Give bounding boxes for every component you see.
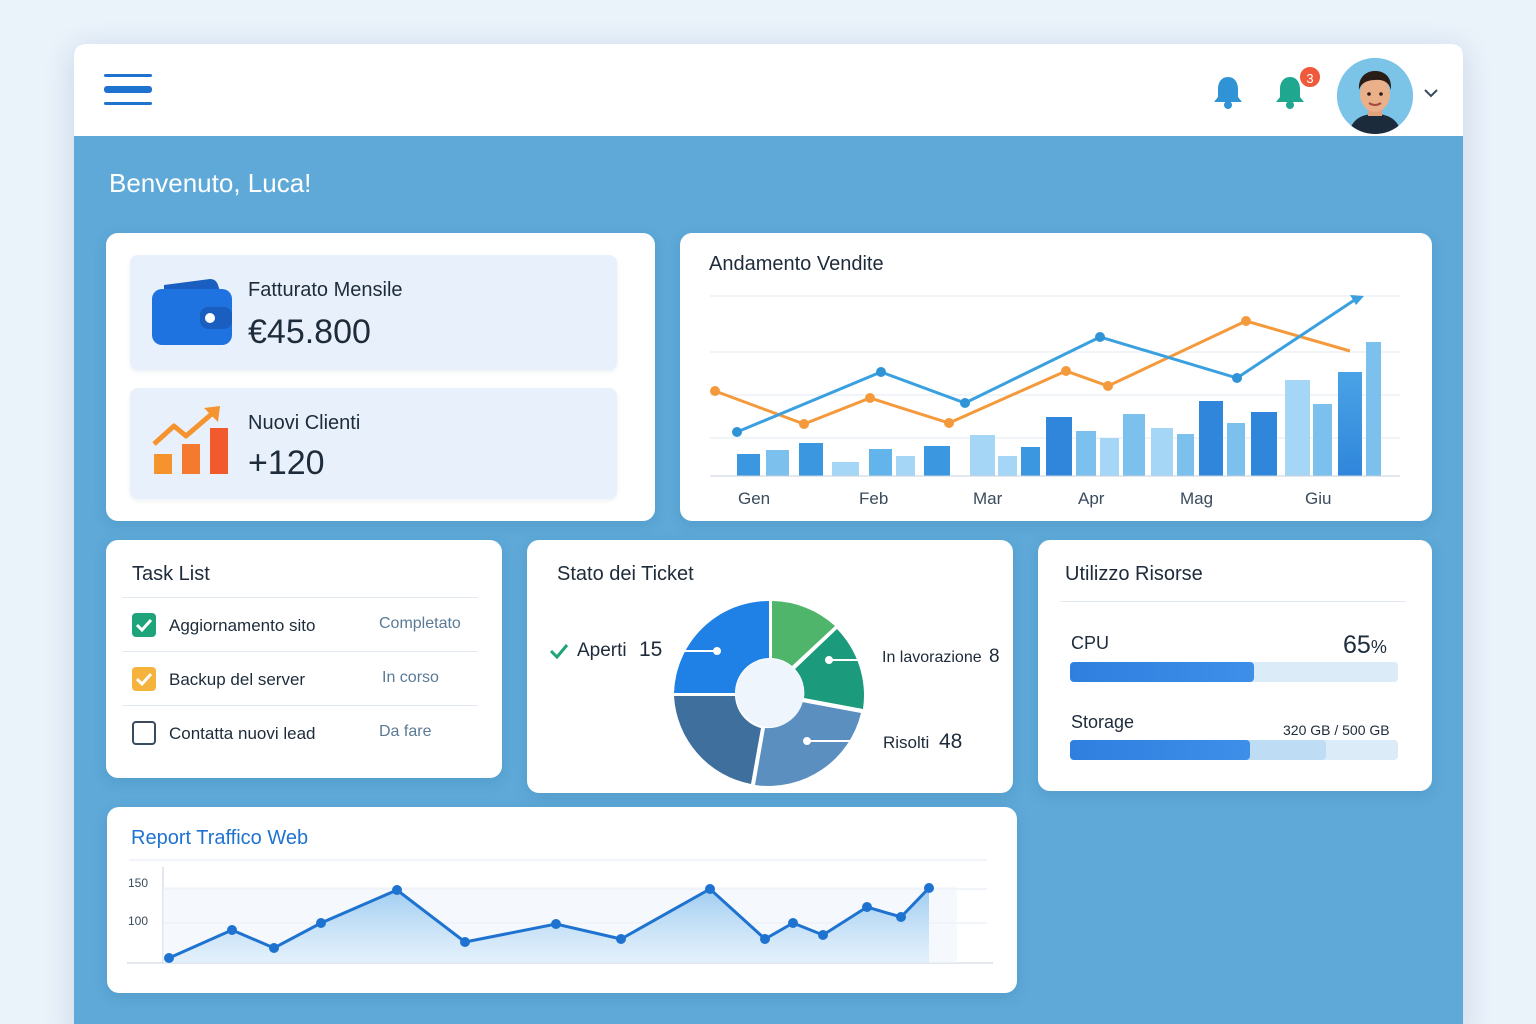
- resources-title: Utilizzo Risorse: [1065, 563, 1203, 585]
- bell-icon[interactable]: [1211, 74, 1245, 110]
- sales-chart: Gen Feb Mar Apr Mag Giu: [710, 295, 1400, 508]
- resources-card: Utilizzo Risorse CPU 65% Storage 320 GB …: [1038, 540, 1432, 791]
- menu-icon[interactable]: [104, 74, 152, 108]
- welcome-heading: Benvenuto, Luca!: [109, 168, 312, 198]
- notifications-bell-icon[interactable]: [1273, 74, 1307, 110]
- cpu-value: 65: [1343, 631, 1371, 659]
- ticket-resolved-value: 48: [939, 730, 962, 753]
- ticket-working-label: In lavorazione: [882, 649, 982, 666]
- task-status: Da fare: [379, 723, 432, 740]
- task-row[interactable]: Backup del server In corso: [122, 651, 478, 705]
- task-list-title: Task List: [132, 563, 210, 585]
- sales-chart-card: Andamento Vendite: [680, 233, 1432, 521]
- traffic-report-card: Report Traffico Web: [107, 807, 1017, 993]
- month-label: Mar: [973, 489, 1003, 508]
- storage-progress-fill: [1070, 740, 1251, 760]
- month-label: Gen: [738, 489, 770, 508]
- kpi-card: Fatturato Mensile €45.800 Nuovi Clienti …: [106, 233, 655, 521]
- ticket-open-value: 15: [639, 638, 662, 661]
- ticket-status-card: Stato dei Ticket Aperti 15 In lavorazion…: [527, 540, 1013, 793]
- sales-line-blue: [736, 297, 1357, 434]
- cpu-progress-fill: [1070, 662, 1254, 682]
- cpu-label: CPU: [1071, 633, 1110, 653]
- task-list-card: Task List Aggiornamento sito Completato …: [106, 540, 502, 778]
- ticket-status-title: Stato dei Ticket: [557, 563, 694, 585]
- cpu-value-group: 65%: [1343, 631, 1387, 660]
- wallet-icon: [152, 279, 232, 345]
- in-progress-checkbox[interactable]: [132, 667, 156, 691]
- storage-value: 320 GB / 500 GB: [1283, 722, 1390, 738]
- ticket-donut-chart: Aperti 15 In lavorazione 8 Risolti 48: [549, 601, 1000, 786]
- month-label: Giu: [1305, 489, 1331, 508]
- sales-bars: [737, 342, 1381, 476]
- task-name: Backup del server: [169, 670, 306, 689]
- chevron-down-icon[interactable]: [1422, 86, 1440, 100]
- check-icon: [549, 644, 569, 660]
- ticket-open-label: Aperti: [577, 640, 627, 661]
- cpu-unit: %: [1370, 637, 1387, 657]
- growth-chart-icon: [152, 406, 228, 474]
- kpi-revenue-label: Fatturato Mensile: [248, 279, 403, 301]
- y-tick-label: 100: [128, 914, 148, 928]
- cpu-progress-bar: [1070, 662, 1398, 682]
- avatar-portrait-icon: [1337, 58, 1413, 134]
- notification-badge: 3: [1298, 65, 1322, 89]
- task-name: Aggiornamento sito: [169, 616, 316, 635]
- kpi-new-clients[interactable]: Nuovi Clienti +120: [130, 388, 617, 499]
- month-label: Apr: [1078, 489, 1105, 508]
- traffic-report-title: Report Traffico Web: [131, 827, 309, 849]
- month-label: Mag: [1180, 489, 1213, 508]
- storage-progress-bar: [1070, 740, 1398, 760]
- divider: [1060, 601, 1406, 602]
- kpi-clients-value: +120: [248, 444, 325, 482]
- top-bar: 3: [74, 44, 1463, 136]
- checked-checkbox[interactable]: [132, 613, 156, 637]
- kpi-clients-label: Nuovi Clienti: [248, 412, 361, 434]
- task-name: Contatta nuovi lead: [169, 724, 316, 743]
- task-status: Completato: [379, 615, 461, 632]
- sales-line-orange: [714, 319, 1351, 426]
- kpi-revenue[interactable]: Fatturato Mensile €45.800: [130, 255, 617, 370]
- month-label: Feb: [859, 489, 888, 508]
- sales-chart-title: Andamento Vendite: [709, 253, 884, 275]
- storage-label: Storage: [1071, 712, 1135, 732]
- ticket-working-value: 8: [989, 646, 1000, 667]
- task-status: In corso: [382, 669, 439, 686]
- ticket-resolved-label: Risolti: [883, 733, 929, 752]
- task-row[interactable]: Contatta nuovi lead Da fare: [122, 705, 478, 759]
- traffic-line-chart: 150 100: [127, 859, 993, 964]
- app-window: 3 Benvenuto, Luca!: [74, 44, 1463, 1024]
- empty-checkbox[interactable]: [132, 721, 156, 745]
- user-avatar[interactable]: [1337, 58, 1413, 134]
- check-icon: [135, 618, 153, 633]
- task-row[interactable]: Aggiornamento sito Completato: [122, 597, 478, 651]
- check-icon: [135, 672, 153, 687]
- y-tick-label: 150: [128, 876, 148, 890]
- kpi-revenue-value: €45.800: [248, 313, 371, 351]
